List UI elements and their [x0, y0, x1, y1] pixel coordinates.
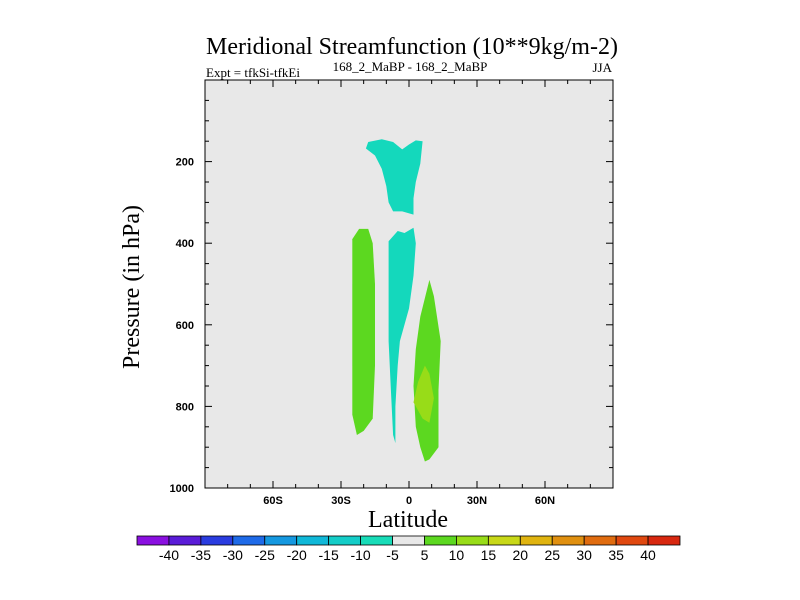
northern-positive-core: [413, 365, 434, 423]
x-tick-label: 60S: [263, 495, 283, 507]
colorbar-swatch: [296, 535, 330, 546]
colorbar-swatch: [200, 535, 234, 546]
colorbar-label: -5: [386, 547, 399, 563]
chart-title: Meridional Streamfunction (10**9kg/m-2): [206, 34, 618, 60]
colorbar-label: -40: [159, 547, 179, 563]
colorbar-swatch: [264, 535, 298, 546]
colorbar-swatch: [551, 535, 585, 546]
colorbar-swatch: [328, 535, 361, 546]
colorbar-label: 5: [421, 547, 429, 563]
case-label: 168_2_MaBP - 168_2_MaBP: [333, 59, 488, 74]
season-label: JJA: [592, 60, 612, 75]
y-tick-label: 200: [176, 157, 194, 169]
x-tick-label: 60N: [535, 495, 555, 507]
y-tick-label: 600: [176, 320, 194, 332]
contour-regions: [352, 139, 441, 462]
colorbar-label: 10: [449, 547, 465, 563]
colorbar-swatch: [519, 535, 553, 546]
colorbar-label: 25: [544, 547, 560, 563]
colorbar: -40 -35 -30 -25 -20 -15 -10 -5 5 10 15 20 25 30 35 40: [136, 535, 681, 563]
colorbar-swatch: [647, 535, 681, 546]
experiment-label: Expt = tfkSi-tfkEi: [206, 65, 300, 80]
colorbar-label: -15: [319, 547, 339, 563]
colorbar-swatch: [232, 535, 266, 546]
colorbar-label: -20: [287, 547, 307, 563]
colorbar-swatch: [136, 535, 170, 546]
colorbar-label: 20: [513, 547, 529, 563]
colorbar-label: 35: [608, 547, 624, 563]
colorbar-swatch: [615, 535, 649, 546]
upper-negative-cell: [365, 139, 423, 215]
colorbar-swatch: [392, 535, 425, 546]
colorbar-label: 15: [481, 547, 497, 563]
x-tick-label: 0: [406, 495, 412, 507]
colorbar-swatch: [424, 535, 457, 546]
southern-positive-cell: [352, 228, 375, 435]
y-axis-label: Pressure (in hPa): [119, 205, 145, 369]
colorbar-swatch: [360, 535, 393, 546]
y-tick-label: 400: [176, 238, 194, 250]
colorbar-swatch: [168, 535, 202, 546]
colorbar-label: -10: [350, 547, 370, 563]
y-tick-label: 800: [176, 401, 194, 413]
x-tick-label: 30S: [331, 495, 351, 507]
colorbar-label: 30: [576, 547, 592, 563]
colorbar-swatch: [456, 535, 489, 546]
colorbar-swatch: [583, 535, 617, 546]
x-axis-label: Latitude: [368, 507, 448, 533]
lower-negative-cell: [388, 227, 416, 444]
colorbar-label: 40: [640, 547, 656, 563]
axis-ticks: 60S 30S 0 30N 60N 200 400 600 800 1000: [170, 80, 613, 507]
colorbar-label: -35: [191, 547, 211, 563]
colorbar-swatch: [487, 535, 521, 546]
x-tick-label: 30N: [467, 495, 487, 507]
colorbar-label: -30: [223, 547, 243, 563]
colorbar-label: -25: [255, 547, 275, 563]
y-tick-label: 1000: [170, 483, 194, 495]
